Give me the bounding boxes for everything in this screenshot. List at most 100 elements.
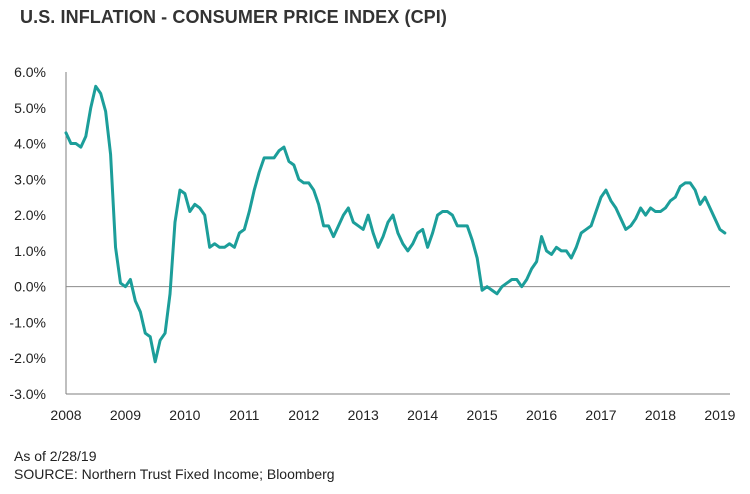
data-point xyxy=(446,210,449,213)
data-point xyxy=(382,235,385,238)
data-point xyxy=(372,232,375,235)
data-point xyxy=(456,224,459,227)
data-point xyxy=(609,199,612,202)
data-point xyxy=(109,153,112,156)
data-point xyxy=(149,335,152,338)
data-point xyxy=(362,228,365,231)
x-tick-label: 2011 xyxy=(229,407,259,423)
data-point xyxy=(243,228,246,231)
data-point xyxy=(471,239,474,242)
data-point xyxy=(694,189,697,192)
data-point xyxy=(461,224,464,227)
data-point xyxy=(604,189,607,192)
data-point xyxy=(169,292,172,295)
data-point xyxy=(124,285,127,288)
data-point xyxy=(500,285,503,288)
data-point xyxy=(173,221,176,224)
data-point xyxy=(79,146,82,149)
data-point xyxy=(386,221,389,224)
data-point xyxy=(570,257,573,260)
x-axis-tick-labels: 2008 2009 2010 2011 2012 2013 2014 2015 2016 2017… xyxy=(50,407,735,423)
data-point xyxy=(560,249,563,252)
data-point xyxy=(307,181,310,184)
data-point xyxy=(659,210,662,213)
data-point xyxy=(515,278,518,281)
data-point xyxy=(396,232,399,235)
chart-title: U.S. INFLATION - CONSUMER PRICE INDEX (C… xyxy=(20,7,447,27)
x-tick-label: 2019 xyxy=(704,407,735,423)
data-point xyxy=(391,214,394,217)
data-point xyxy=(292,164,295,167)
data-point xyxy=(278,149,281,152)
data-point xyxy=(669,199,672,202)
data-point xyxy=(644,214,647,217)
x-tick-label: 2016 xyxy=(526,407,557,423)
x-tick-label: 2008 xyxy=(50,407,81,423)
data-point xyxy=(624,228,627,231)
data-point xyxy=(248,210,251,213)
data-point xyxy=(406,249,409,252)
data-point xyxy=(495,292,498,295)
data-point xyxy=(679,185,682,188)
data-point xyxy=(164,332,167,335)
as-of-date-note: As of 2/28/19 xyxy=(14,448,97,464)
data-point xyxy=(268,156,271,159)
data-point xyxy=(575,246,578,249)
data-point xyxy=(545,249,548,252)
data-point xyxy=(327,224,330,227)
data-point xyxy=(684,181,687,184)
y-tick-label: 6.0% xyxy=(14,64,46,80)
x-tick-label: 2010 xyxy=(169,407,200,423)
data-point xyxy=(69,142,72,145)
data-point xyxy=(94,85,97,88)
data-point xyxy=(74,142,77,145)
cpi-series-line xyxy=(64,84,727,364)
data-point xyxy=(704,196,707,199)
data-point xyxy=(555,246,558,249)
data-point xyxy=(674,196,677,199)
y-axis-tick-labels: 6.0% 5.0% 4.0% 3.0% 2.0% 1.0% 0.0% -1.0% -2.0% -3… xyxy=(9,64,46,402)
data-point xyxy=(580,232,583,235)
data-point xyxy=(713,217,716,220)
y-tick-label: 5.0% xyxy=(14,100,46,116)
data-point xyxy=(689,181,692,184)
data-point xyxy=(188,210,191,213)
data-point xyxy=(530,267,533,270)
data-point xyxy=(154,360,157,363)
x-tick-label: 2018 xyxy=(645,407,676,423)
data-point xyxy=(233,246,236,249)
data-point xyxy=(317,203,320,206)
data-point xyxy=(525,278,528,281)
data-point xyxy=(238,232,241,235)
data-point xyxy=(491,289,494,292)
data-point xyxy=(357,224,360,227)
data-point xyxy=(208,246,211,249)
data-point xyxy=(99,92,102,95)
y-tick-label: 3.0% xyxy=(14,171,46,187)
data-point xyxy=(193,203,196,206)
data-point xyxy=(183,192,186,195)
data-point xyxy=(129,278,132,281)
data-point xyxy=(436,214,439,217)
x-tick-label: 2013 xyxy=(348,407,379,423)
y-tick-label: -2.0% xyxy=(9,350,46,366)
data-point xyxy=(634,217,637,220)
data-point xyxy=(178,189,181,192)
data-point xyxy=(377,246,380,249)
data-point xyxy=(253,189,256,192)
y-tick-label: 2.0% xyxy=(14,207,46,223)
data-point xyxy=(159,339,162,342)
data-point xyxy=(203,214,206,217)
data-point xyxy=(535,260,538,263)
data-point xyxy=(476,257,479,260)
data-point xyxy=(337,224,340,227)
series-layer xyxy=(64,84,727,364)
data-point xyxy=(139,310,142,313)
data-point xyxy=(505,282,508,285)
data-point xyxy=(114,246,117,249)
data-point xyxy=(312,189,315,192)
data-point xyxy=(416,232,419,235)
data-point xyxy=(421,228,424,231)
data-point xyxy=(119,282,122,285)
data-point xyxy=(718,228,721,231)
